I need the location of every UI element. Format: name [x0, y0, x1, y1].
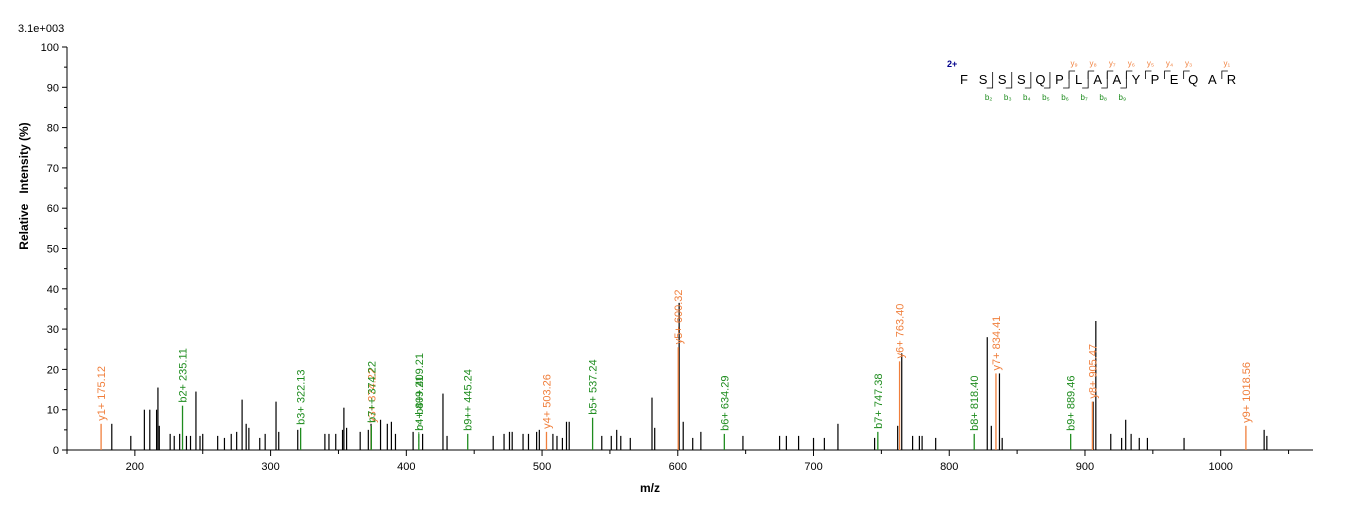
b-ion-peak-label: b9++ 445.24 [463, 369, 475, 431]
y-tick-label: 70 [47, 163, 59, 175]
b-ion-peak-label: b2+ 235.11 [178, 348, 190, 403]
y-cleavage-mark [1183, 70, 1190, 79]
y-tick-label: 40 [47, 284, 59, 296]
y-ion-peak-label: y4+ 503.26 [541, 374, 553, 429]
x-tick-label: 200 [126, 461, 144, 473]
x-tick-label: 500 [533, 461, 551, 473]
b-cleavage-mark [1005, 72, 1013, 89]
y-ion-marker: y₃ [1185, 59, 1192, 68]
y-tick-label: 30 [47, 324, 59, 336]
b-cleavage-mark [1120, 72, 1127, 89]
y-ion-peak-label: y1+ 175.12 [96, 366, 108, 421]
sequence-residue: F [960, 72, 968, 87]
y-tick-label: 80 [47, 123, 59, 135]
sequence-residue: Y [1132, 72, 1141, 87]
precursor-charge: 2+ [947, 59, 957, 69]
x-tick-label: 700 [804, 461, 822, 473]
y-ion-peak-label: y9+ 1018.56 [1241, 362, 1253, 423]
y-ion-peak-label: y7+ 834.41 [991, 316, 1003, 371]
b-ion-peak-label: b7+ 747.38 [873, 373, 885, 428]
b-ion-peak-label: b8+ 818.40 [969, 376, 981, 431]
y-tick-label: 90 [47, 82, 59, 94]
b-ion-peak-label: b3+ 322.13 [296, 369, 308, 424]
y-tick-label: 20 [47, 364, 59, 376]
b-cleavage-mark [1101, 72, 1108, 89]
y-axis: 0 10 20 30 40 50 60 70 80 90 100 [41, 42, 68, 457]
sequence-residue: A [1208, 72, 1217, 87]
y-ion-marker: y₆ [1128, 59, 1135, 68]
b-ion-marker: b₆ [1061, 93, 1069, 102]
y-tick-label: 50 [47, 244, 59, 256]
sequence-residue: Q [1035, 72, 1045, 87]
b-ion-marker: b₂ [985, 93, 993, 102]
x-tick-label: 800 [940, 461, 958, 473]
sequence-residue: E [1170, 72, 1179, 87]
b-cleavage-mark [1043, 72, 1051, 89]
y-ion-peak-label: y8+ 905.47 [1087, 344, 1099, 399]
sequence-residue: P [1151, 72, 1160, 87]
b-ion-marker: b₅ [1042, 93, 1050, 102]
intensity-scale-label: 3.1e+003 [18, 23, 64, 35]
y-tick-label: 100 [41, 42, 59, 54]
x-tick-label: 600 [669, 461, 687, 473]
sequence-residue: A [1093, 72, 1102, 87]
y-tick-label: 10 [47, 405, 59, 417]
b-ion-marker: b₄ [1023, 93, 1031, 102]
b-ion-marker: b₃ [1004, 93, 1012, 102]
sequence-residue: R [1227, 72, 1236, 87]
b-cleavage-mark [1082, 72, 1089, 89]
b-ion-peaks: b2+ 235.11 b3+ 322.13 b7++ 374.22 b8++ 409.… [178, 348, 1078, 450]
sequence-residue: A [1112, 72, 1121, 87]
b-ion-peak-label: b5+ 537.24 [588, 359, 600, 414]
x-axis-title: m/z [640, 481, 660, 495]
y-ion-marker: y₄ [1166, 59, 1173, 68]
y-ion-marker: y₇ [1109, 59, 1116, 68]
b-cleavage-mark [986, 72, 994, 89]
sequence-residue: S [998, 72, 1007, 87]
y-cleavage-mark [1164, 70, 1171, 79]
y-ion-peaks: y1+ 175.12 y3+ 374.22 y4+ 503.26 y5+ 600.32… [96, 289, 1253, 450]
x-axis: 200 300 400 500 600 700 800 900 1000 [66, 449, 1313, 473]
x-tick-label: 400 [397, 461, 415, 473]
b-ion-peak-label: b7++ 374.22 [366, 361, 378, 423]
b-ion-marker: b₇ [1081, 93, 1088, 102]
b-ion-peak-label: b9+ 889.46 [1066, 376, 1078, 431]
sequence-residue: L [1075, 72, 1082, 87]
y-ion-marker: y₅ [1147, 59, 1154, 68]
y-ion-peak-label: y5+ 600.32 [673, 289, 685, 344]
sequence-residue: S [979, 72, 988, 87]
b-cleavage-mark [1063, 72, 1070, 89]
b-ion-marker: b₈ [1099, 93, 1107, 102]
y-tick-label: 60 [47, 203, 59, 215]
sequence-residue: Q [1188, 72, 1198, 87]
y-ion-peak-label: y6+ 763.40 [895, 304, 907, 359]
b-ion-peak-label: b4+ 409.21 [414, 376, 426, 431]
x-tick-label: 1000 [1208, 461, 1232, 473]
y-ion-marker: y₈ [1089, 59, 1096, 68]
y-cleavage-mark [1145, 70, 1152, 79]
b-cleavage-mark [1024, 72, 1032, 89]
b-ion-peak-label: b8++ 409.21 [414, 353, 426, 415]
y-ion-marker: y₉ [1070, 59, 1077, 68]
y-ion-marker: y₁ [1223, 59, 1230, 68]
x-tick-label: 300 [261, 461, 279, 473]
sequence-residue: S [1017, 72, 1026, 87]
b-ion-peak-label: b6+ 634.29 [719, 376, 731, 431]
sequence-residue: P [1055, 72, 1064, 87]
y-axis-title: Relative Intensity (%) [17, 122, 31, 249]
unassigned-peaks [111, 302, 1268, 450]
y-cleavage-mark [1221, 70, 1228, 79]
y-ion-peak-label: y3+ 374.22 [366, 368, 378, 423]
y-tick-label: 0 [53, 445, 59, 457]
x-tick-label: 900 [1076, 461, 1094, 473]
b-ion-marker: b₉ [1119, 93, 1127, 102]
